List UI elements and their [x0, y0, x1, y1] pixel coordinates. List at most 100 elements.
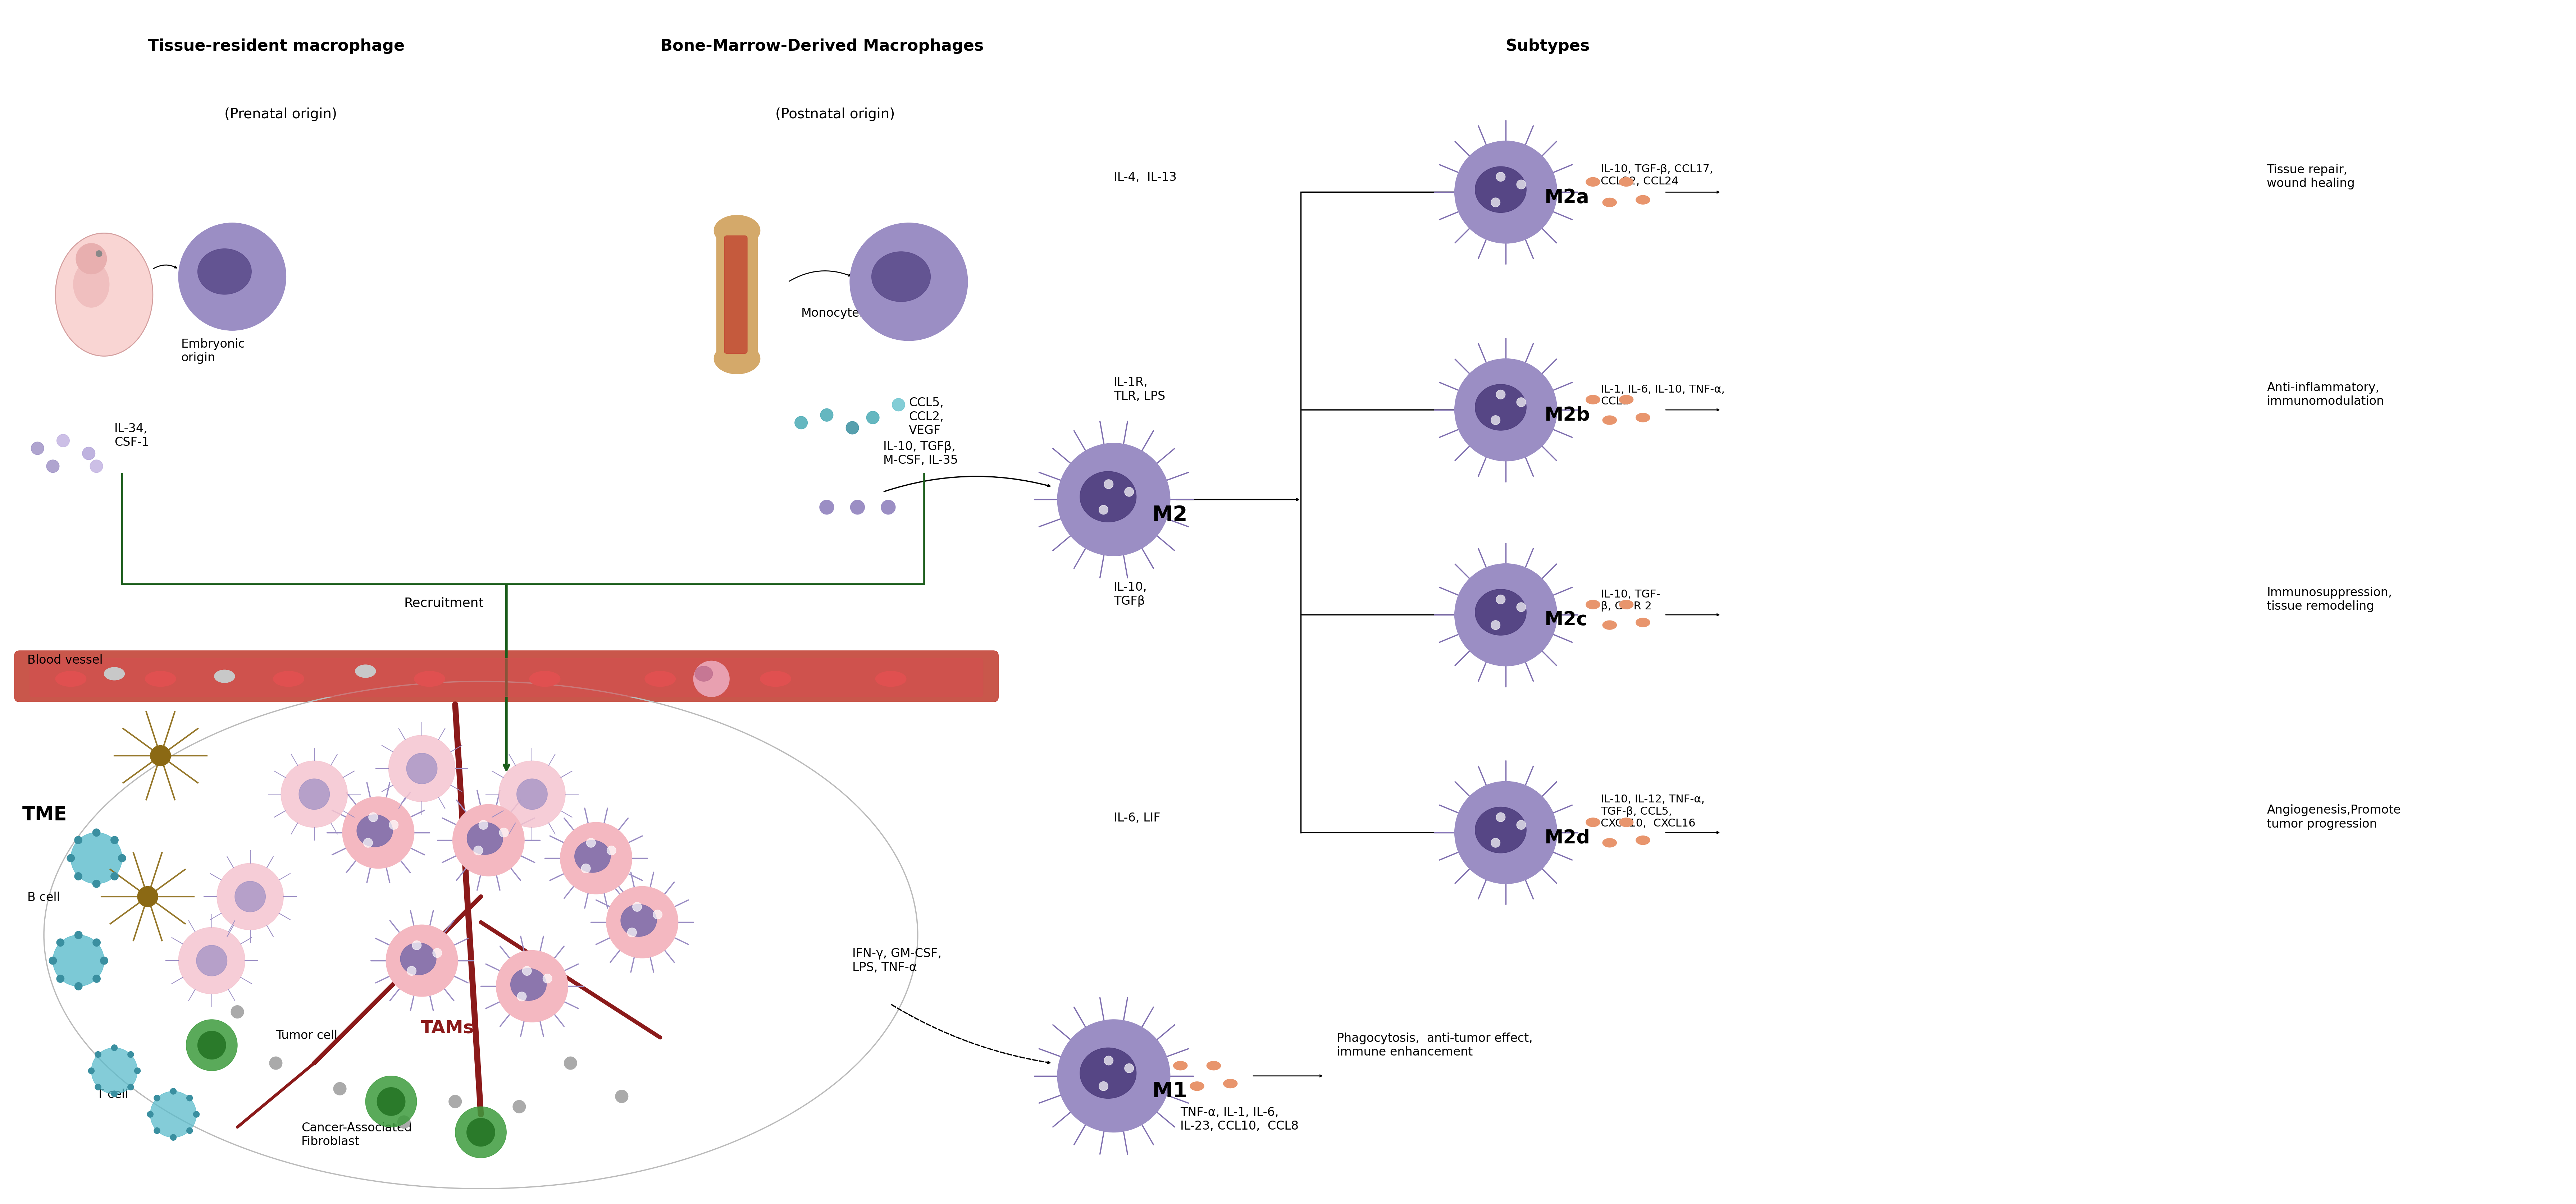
Circle shape	[474, 846, 482, 855]
Circle shape	[564, 1057, 577, 1069]
Circle shape	[31, 442, 44, 455]
Text: Angiogenesis,Promote
tumor progression: Angiogenesis,Promote tumor progression	[2267, 804, 2401, 830]
Circle shape	[137, 886, 157, 907]
Text: Recruitment: Recruitment	[404, 597, 484, 609]
Text: Monocytes: Monocytes	[801, 307, 866, 319]
Ellipse shape	[1602, 197, 1618, 207]
Ellipse shape	[198, 249, 252, 295]
Text: T cell: T cell	[95, 1088, 129, 1100]
Text: M2b: M2b	[1543, 406, 1589, 424]
Circle shape	[75, 837, 82, 844]
Text: Blood vessel: Blood vessel	[28, 654, 103, 666]
Circle shape	[93, 880, 100, 887]
Circle shape	[1056, 443, 1170, 556]
Circle shape	[75, 873, 82, 880]
Circle shape	[234, 881, 265, 911]
Circle shape	[819, 408, 832, 421]
Circle shape	[518, 992, 526, 1001]
Circle shape	[270, 1057, 283, 1069]
Circle shape	[111, 1045, 118, 1051]
Text: M2c: M2c	[1543, 610, 1587, 630]
Text: Embryonic
origin: Embryonic origin	[180, 338, 245, 364]
Circle shape	[95, 1051, 100, 1057]
Circle shape	[407, 967, 417, 975]
Text: B cell: B cell	[28, 891, 59, 903]
Circle shape	[57, 435, 70, 447]
Ellipse shape	[1079, 1047, 1136, 1098]
Circle shape	[479, 820, 487, 830]
FancyBboxPatch shape	[31, 659, 984, 697]
Ellipse shape	[871, 252, 930, 302]
Circle shape	[1492, 620, 1499, 630]
Ellipse shape	[355, 665, 376, 678]
Circle shape	[634, 902, 641, 911]
Circle shape	[466, 1119, 495, 1146]
Circle shape	[1517, 602, 1525, 612]
Ellipse shape	[696, 666, 714, 681]
Ellipse shape	[214, 669, 234, 683]
Circle shape	[376, 1087, 404, 1116]
Ellipse shape	[273, 671, 304, 686]
Circle shape	[412, 940, 422, 950]
Ellipse shape	[1636, 618, 1651, 627]
Circle shape	[149, 1091, 196, 1138]
Circle shape	[185, 1020, 237, 1070]
Ellipse shape	[1476, 166, 1528, 213]
Ellipse shape	[1190, 1081, 1203, 1091]
Ellipse shape	[1172, 1061, 1188, 1070]
Circle shape	[46, 460, 59, 473]
Circle shape	[134, 1068, 142, 1074]
Circle shape	[693, 661, 729, 697]
Ellipse shape	[1620, 600, 1633, 609]
Circle shape	[90, 460, 103, 473]
Circle shape	[129, 1051, 134, 1057]
Ellipse shape	[531, 671, 559, 686]
Ellipse shape	[1224, 1079, 1236, 1088]
Ellipse shape	[72, 261, 108, 307]
Circle shape	[1497, 813, 1504, 822]
Ellipse shape	[399, 943, 435, 975]
Circle shape	[559, 822, 631, 895]
Circle shape	[866, 411, 878, 424]
Circle shape	[95, 250, 103, 256]
Circle shape	[129, 1084, 134, 1090]
Circle shape	[185, 1094, 193, 1102]
Ellipse shape	[1620, 395, 1633, 405]
Circle shape	[513, 1100, 526, 1112]
Circle shape	[1517, 179, 1525, 189]
Circle shape	[500, 761, 564, 827]
Text: IL-10, TGF-
β, CC R 2: IL-10, TGF- β, CC R 2	[1600, 589, 1659, 612]
Circle shape	[386, 925, 459, 997]
Ellipse shape	[1620, 818, 1633, 827]
Circle shape	[1517, 397, 1525, 407]
Circle shape	[111, 873, 118, 880]
Circle shape	[500, 828, 507, 837]
Circle shape	[100, 957, 108, 964]
Circle shape	[155, 1128, 160, 1134]
Circle shape	[616, 1090, 629, 1103]
Text: IL-10,
TGFβ: IL-10, TGFβ	[1113, 582, 1146, 607]
Text: IL-4,  IL-13: IL-4, IL-13	[1113, 172, 1177, 183]
Circle shape	[1056, 1020, 1170, 1132]
Ellipse shape	[358, 815, 392, 846]
Circle shape	[118, 855, 126, 862]
Circle shape	[582, 863, 590, 873]
Circle shape	[232, 1005, 245, 1019]
Ellipse shape	[415, 671, 446, 686]
Ellipse shape	[574, 840, 611, 873]
Circle shape	[796, 417, 806, 429]
Ellipse shape	[1587, 395, 1600, 405]
Ellipse shape	[144, 671, 175, 686]
Circle shape	[281, 761, 348, 827]
Circle shape	[1455, 359, 1556, 461]
Circle shape	[198, 1031, 227, 1060]
Circle shape	[57, 939, 64, 946]
Ellipse shape	[1636, 195, 1651, 205]
Circle shape	[1100, 1081, 1108, 1091]
Circle shape	[196, 945, 227, 976]
Ellipse shape	[1587, 600, 1600, 609]
Circle shape	[629, 928, 636, 937]
Circle shape	[178, 927, 245, 995]
Circle shape	[90, 1047, 137, 1094]
Circle shape	[49, 957, 57, 964]
